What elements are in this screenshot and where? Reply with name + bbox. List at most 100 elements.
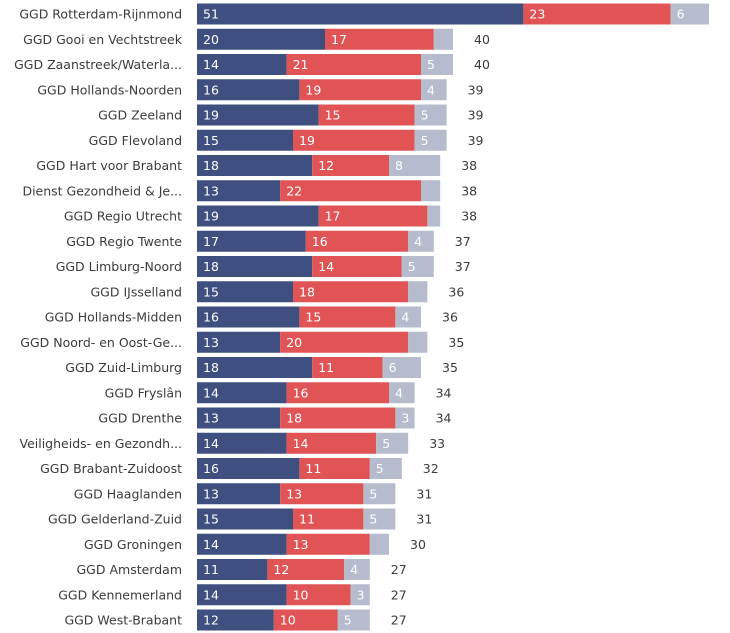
total-value-label: 33: [429, 436, 445, 451]
bar-row: GGD Amsterdam 11 12 4 27: [77, 559, 407, 580]
total-value-label: 31: [416, 486, 432, 501]
segment-value-label: 14: [318, 259, 334, 274]
bar-segment: [337, 609, 370, 631]
total-value-label: 37: [455, 259, 471, 274]
bar-segment: [299, 458, 370, 479]
bar-segment: [280, 331, 409, 353]
segment-value-label: 18: [203, 259, 219, 274]
bar-segment: [312, 155, 389, 176]
bar-row: GGD Brabant-Zuidoost 16 11 5 32: [40, 458, 439, 479]
bar-segment: [523, 3, 671, 25]
bar-row: GGD West-Brabant 12 10 5 27: [64, 609, 407, 631]
bar-segment: [389, 382, 415, 404]
segment-value-label: 13: [203, 335, 219, 350]
bar-segment: [197, 281, 293, 303]
bar-row: GGD Fryslân 14 16 4 34: [105, 382, 452, 404]
segment-value-label: 14: [203, 385, 219, 400]
bar-segment: [197, 533, 287, 555]
bar-segment: [286, 584, 351, 606]
category-label: GGD Hart voor Brabant: [36, 158, 182, 173]
bar-segment: [369, 533, 389, 555]
bar-segment: [389, 155, 441, 176]
segment-value-label: 14: [203, 587, 219, 602]
segment-value-label: 12: [318, 158, 334, 173]
bar-segment: [286, 382, 389, 404]
bar-row: GGD Zaanstreek/Waterla... 14 21 5 40: [14, 54, 490, 75]
bar-segment: [280, 407, 396, 429]
bar-segment: [197, 483, 281, 505]
bar-segment: [414, 104, 447, 126]
segment-value-label: 15: [203, 512, 219, 527]
bar-segment: [312, 357, 383, 378]
bar-segment: [197, 205, 319, 227]
segment-value-label: 17: [331, 32, 347, 47]
bar-segment: [305, 230, 409, 252]
category-label: Veiligheids- en Gezondh...: [19, 436, 182, 451]
bar-segment: [427, 205, 441, 227]
bar-segment: [197, 407, 281, 429]
segment-value-label: 3: [357, 587, 365, 602]
bar-segment: [401, 256, 434, 277]
total-value-label: 38: [461, 209, 477, 224]
total-value-label: 40: [474, 32, 490, 47]
bar-row: GGD IJsselland 15 18 36: [90, 281, 464, 303]
bar-row: GGD Gelderland-Zuid 15 11 5 31: [48, 508, 432, 530]
bar-row: GGD Flevoland 15 19 5 39: [89, 129, 484, 151]
bar-row: GGD Haaglanden 13 13 5 31: [74, 483, 432, 505]
segment-value-label: 51: [203, 7, 219, 22]
total-value-label: 35: [448, 335, 464, 350]
segment-value-label: 4: [414, 234, 422, 249]
category-label: GGD Hollands-Noorden: [37, 82, 182, 97]
bar-segment: [299, 306, 396, 328]
segment-value-label: 16: [203, 461, 219, 476]
segment-value-label: 5: [408, 259, 416, 274]
segment-value-label: 13: [203, 183, 219, 198]
segment-value-label: 5: [427, 57, 435, 72]
category-label: GGD West-Brabant: [64, 613, 182, 628]
bar-segment: [376, 432, 409, 454]
bar-segment: [318, 205, 428, 227]
segment-value-label: 5: [382, 436, 390, 451]
category-label: GGD Regio Twente: [66, 234, 182, 249]
category-label: GGD Noord- en Oost-Ge...: [20, 335, 182, 350]
bar-segment: [197, 230, 306, 252]
bar-segment: [293, 281, 409, 303]
total-value-label: 34: [436, 411, 452, 426]
segment-value-label: 12: [203, 613, 219, 628]
segment-value-label: 15: [203, 133, 219, 148]
bar-segment: [293, 508, 364, 530]
bar-segment: [344, 559, 370, 580]
category-label: GGD Zaanstreek/Waterla...: [14, 57, 182, 72]
segment-value-label: 21: [293, 57, 309, 72]
bar-segment: [197, 609, 274, 631]
total-value-label: 38: [461, 158, 477, 173]
total-value-label: 40: [474, 57, 490, 72]
category-label: GGD Kennemerland: [58, 587, 182, 602]
category-label: GGD Zeeland: [98, 108, 182, 123]
category-label: GGD Hollands-Midden: [45, 310, 182, 325]
segment-value-label: 6: [677, 7, 685, 22]
bar-row: GGD Hollands-Noorden 16 19 4 39: [37, 79, 484, 101]
bar-row: GGD Hart voor Brabant 18 12 8 38: [36, 155, 477, 176]
segment-value-label: 17: [325, 209, 341, 224]
segment-value-label: 8: [395, 158, 403, 173]
total-value-label: 31: [416, 512, 432, 527]
total-value-label: 32: [423, 461, 439, 476]
bar-segment: [369, 458, 402, 479]
category-label: GGD Amsterdam: [77, 562, 183, 577]
segment-value-label: 11: [318, 360, 334, 375]
total-value-label: 39: [468, 108, 484, 123]
segment-value-label: 12: [273, 562, 289, 577]
category-label: GGD Gooi en Vechtstreek: [23, 32, 183, 47]
segment-value-label: 4: [350, 562, 358, 577]
bar-segment: [197, 54, 287, 75]
bar-segment: [293, 129, 415, 151]
bar-row: GGD Groningen 14 13 30: [84, 533, 426, 555]
bar-segment: [312, 256, 402, 277]
bar-segment: [421, 54, 453, 75]
bar-row: Dienst Gezondheid & Je... 13 22 38: [22, 180, 477, 202]
bar-segment: [408, 281, 428, 303]
bar-row: GGD Zeeland 19 15 5 39: [98, 104, 484, 126]
segment-value-label: 14: [203, 537, 219, 552]
segment-value-label: 4: [395, 385, 403, 400]
